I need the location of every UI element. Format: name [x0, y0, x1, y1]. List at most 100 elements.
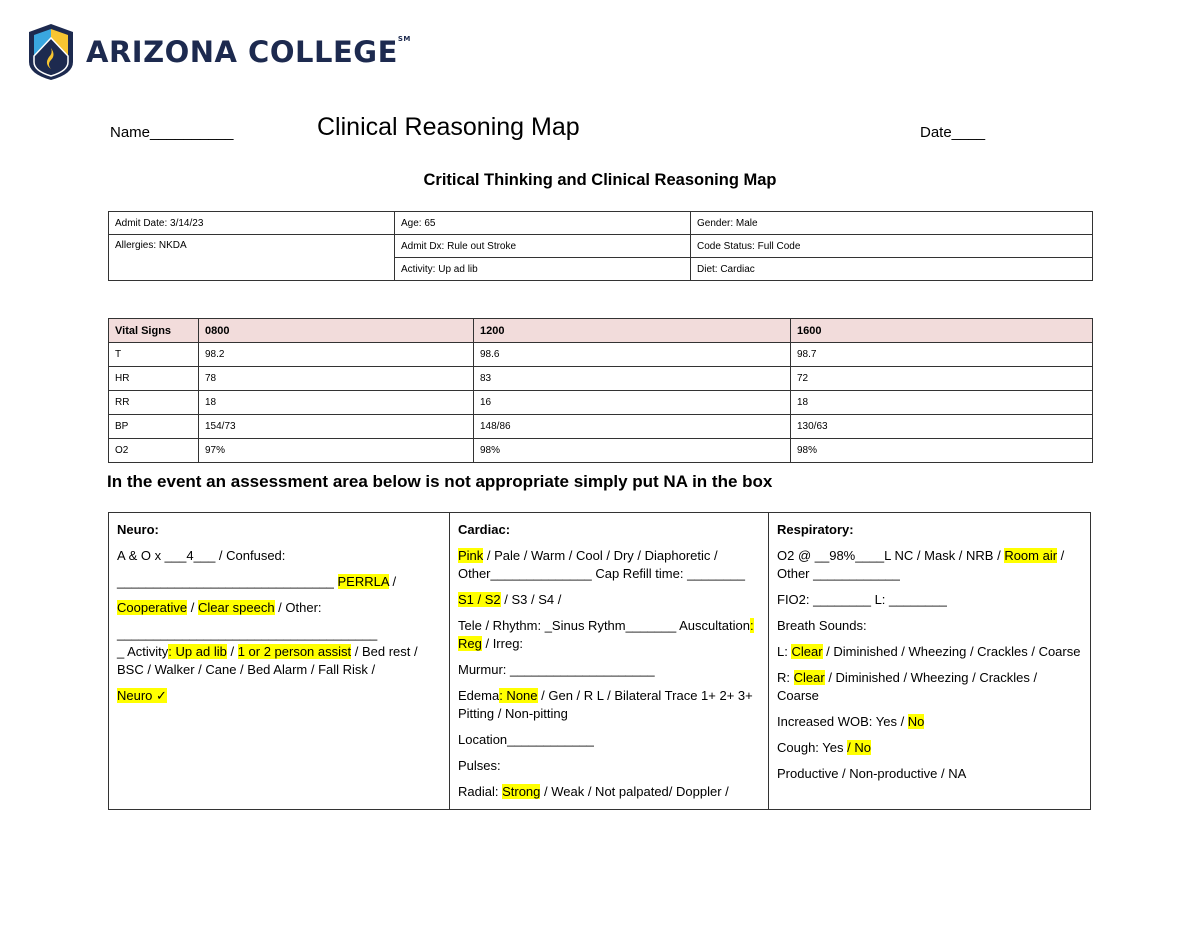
assessment-line: Pulses: — [458, 757, 760, 775]
vitals-cell: 18 — [198, 390, 474, 415]
assessment-line: Edema: None / Gen / R L / Bilateral Trac… — [458, 687, 760, 723]
assessment-text: Edema — [458, 688, 500, 703]
highlighted-selection: Clear — [791, 644, 823, 659]
assessment-line: Increased WOB: Yes / No — [777, 713, 1082, 731]
assessment-line: Pink / Pale / Warm / Cool / Dry / Diapho… — [458, 547, 760, 583]
assessment-text: / Irreg: — [481, 636, 524, 651]
allergies: Allergies: NKDA — [108, 234, 395, 281]
assessment-text: Murmur: ____________________ — [458, 662, 655, 677]
highlighted-selection: : None — [499, 688, 538, 703]
vitals-cell: T — [108, 342, 199, 367]
assessment-line: A & O x ___4___ / Confused: — [117, 547, 441, 565]
vitals-cell: 98.2 — [198, 342, 474, 367]
assessment-text: A & O x ___4___ / Confused: — [117, 548, 286, 563]
assessment-line: Location____________ — [458, 731, 760, 749]
highlighted-selection: S1 / S2 — [458, 592, 501, 607]
assessment-text: / — [388, 574, 397, 589]
assessment-line: _ Activity: Up ad lib / 1 or 2 person as… — [117, 643, 441, 679]
instruction-note: In the event an assessment area below is… — [107, 472, 773, 491]
diet: Diet: Cardiac — [690, 257, 1093, 281]
vital-signs-table: Vital Signs 0800 1200 1600 T 98.2 98.6 98.7 HR 78… — [108, 318, 1093, 463]
highlighted-selection: Room air — [1004, 548, 1058, 563]
name-field: Name__________ — [110, 124, 234, 141]
assessment-line: ______________________________ PERRLA / — [117, 573, 441, 591]
vitals-header-cell: Vital Signs — [108, 318, 199, 343]
assessment-line: Breath Sounds: — [777, 617, 1082, 635]
assessment-text: / Diminished / Wheezing / Crackles / Coa… — [822, 644, 1081, 659]
assessment-text: / — [226, 644, 238, 659]
assessment-text: R: — [777, 670, 794, 685]
assessment-line: Radial: Strong / Weak / Not palpated/ Do… — [458, 783, 760, 801]
highlighted-selection: Clear speech — [197, 600, 275, 615]
vitals-cell: 78 — [198, 366, 474, 391]
assessment-line: R: Clear / Diminished / Wheezing / Crack… — [777, 669, 1082, 705]
subtitle: Critical Thinking and Clinical Reasoning… — [423, 171, 777, 189]
vitals-cell: RR — [108, 390, 199, 415]
assessment-text: L: — [777, 644, 792, 659]
vitals-cell: 98% — [473, 438, 791, 463]
vitals-cell: 72 — [790, 366, 1093, 391]
assessment-text: / Bed rest / BSC / Walker / Cane / Bed A… — [117, 644, 418, 677]
vitals-header-row: Vital Signs 0800 1200 1600 — [108, 318, 1093, 343]
assessment-text: / Weak / Not palpated/ Doppler / — [540, 784, 729, 799]
assessment-text: / Gen / R L / Bilateral Trace 1+ 2+ 3+ P… — [458, 688, 753, 721]
vitals-row: BP 154/73 148/86 130/63 — [108, 414, 1093, 439]
neuro-title: Neuro: — [117, 522, 159, 537]
highlighted-selection: Strong — [502, 784, 541, 799]
highlighted-selection: Clear — [793, 670, 825, 685]
arizona-college-logo: ARIZONA COLLEGESM — [26, 22, 411, 82]
vitals-cell: 130/63 — [790, 414, 1093, 439]
assessment-text: Pulses: — [458, 758, 501, 773]
age: Age: 65 — [394, 211, 691, 235]
vitals-header-cell: 1200 — [473, 318, 791, 343]
assessment-line: Neuro ✓ — [117, 687, 441, 705]
assessment-line: FIO2: ________ L: ________ — [777, 591, 1082, 609]
vitals-cell: 18 — [790, 390, 1093, 415]
highlighted-selection: Cooperative — [117, 600, 188, 615]
assessment-table: Neuro: A & O x ___4___ / Confused: _______… — [108, 512, 1091, 810]
date-field: Date____ — [920, 124, 986, 141]
vitals-cell: 98.6 — [473, 342, 791, 367]
assessment-text: / Diminished / Wheezing / Crackles / Coa… — [777, 670, 1038, 703]
neuro-section: Neuro: A & O x ___4___ / Confused: _______… — [108, 512, 450, 810]
highlighted-selection: Neuro ✓ — [117, 688, 167, 703]
assessment-line: ____________________________________ — [117, 625, 441, 643]
assessment-text: / — [187, 600, 198, 615]
vitals-cell: 154/73 — [198, 414, 474, 439]
vitals-cell: 97% — [198, 438, 474, 463]
highlighted-selection: 1 or 2 person assist — [237, 644, 352, 659]
vitals-cell: 148/86 — [473, 414, 791, 439]
shield-logo-icon — [29, 24, 73, 80]
vitals-cell: O2 — [108, 438, 199, 463]
respiratory-title: Respiratory: — [777, 522, 854, 537]
cardiac-title: Cardiac: — [458, 522, 511, 537]
assessment-text: / S3 / S4 / — [500, 592, 562, 607]
highlighted-selection: / No — [847, 740, 871, 755]
assessment-line: Cough: Yes / No — [777, 739, 1082, 757]
respiratory-section: Respiratory: O2 @ __98%____L NC / Mask / … — [768, 512, 1091, 810]
vitals-row: HR 78 83 72 — [108, 366, 1093, 391]
admit-dx: Admit Dx: Rule out Stroke — [394, 234, 691, 258]
assessment-line: O2 @ __98%____L NC / Mask / NRB / Room a… — [777, 547, 1082, 583]
vitals-cell: BP — [108, 414, 199, 439]
assessment-line: Cooperative / Clear speech / Other: — [117, 599, 441, 617]
assessment-line: S1 / S2 / S3 / S4 / — [458, 591, 760, 609]
vitals-row: O2 97% 98% 98% — [108, 438, 1093, 463]
highlighted-selection: No — [907, 714, 925, 729]
assessment-line: Murmur: ____________________ — [458, 661, 760, 679]
assessment-text: Location____________ — [458, 732, 594, 747]
gender: Gender: Male — [690, 211, 1093, 235]
assessment-line: Tele / Rhythm: _Sinus Rythm_______ Auscu… — [458, 617, 760, 653]
vitals-cell: 98.7 — [790, 342, 1093, 367]
highlighted-selection: : Up ad lib — [168, 644, 227, 659]
logo-wordmark: ARIZONA COLLEGESM — [86, 35, 411, 69]
highlighted-selection: PERRLA — [337, 574, 389, 589]
assessment-text: / Pale / Warm / Cool / Dry / Diaphoretic… — [458, 548, 745, 581]
page-title: Clinical Reasoning Map — [317, 113, 580, 141]
assessment-text: / Other ____________ — [777, 548, 1065, 581]
vitals-row: RR 18 16 18 — [108, 390, 1093, 415]
highlighted-selection: Pink — [458, 548, 484, 563]
vitals-header-cell: 0800 — [198, 318, 474, 343]
assessment-line: L: Clear / Diminished / Wheezing / Crack… — [777, 643, 1082, 661]
